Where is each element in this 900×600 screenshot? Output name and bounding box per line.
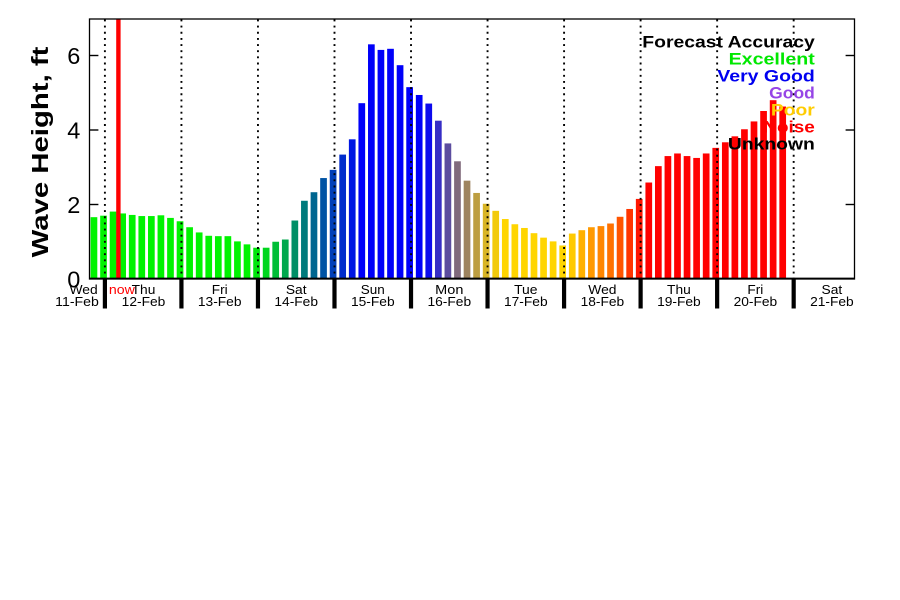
svg-text:19-Feb: 19-Feb: [657, 295, 701, 309]
svg-text:13-Feb: 13-Feb: [198, 295, 242, 309]
svg-text:0: 0: [67, 266, 80, 292]
svg-text:15-Feb: 15-Feb: [351, 295, 395, 309]
svg-text:Tue: Tue: [514, 283, 537, 297]
svg-text:17-Feb: 17-Feb: [504, 295, 548, 309]
svg-text:Mon: Mon: [435, 283, 463, 297]
svg-text:Thu: Thu: [667, 283, 691, 297]
svg-text:Forecast Accuracy: Forecast Accuracy: [642, 33, 815, 52]
svg-text:Excellent: Excellent: [729, 50, 816, 69]
svg-text:Sat: Sat: [286, 283, 307, 297]
svg-text:21-Feb: 21-Feb: [810, 295, 854, 309]
svg-text:20-Feb: 20-Feb: [734, 295, 778, 309]
svg-text:Noise: Noise: [763, 118, 815, 137]
svg-text:Very Good: Very Good: [717, 67, 815, 86]
svg-text:6: 6: [67, 43, 80, 69]
svg-text:14-Feb: 14-Feb: [274, 295, 318, 309]
svg-text:Wed: Wed: [70, 283, 98, 297]
svg-text:2: 2: [67, 192, 80, 218]
svg-text:Unknown: Unknown: [728, 135, 815, 154]
svg-text:4: 4: [67, 117, 80, 143]
svg-text:12-Feb: 12-Feb: [122, 295, 166, 309]
svg-text:Wed: Wed: [588, 283, 616, 297]
svg-text:Wave Height, ft: Wave Height, ft: [27, 46, 53, 257]
svg-text:18-Feb: 18-Feb: [581, 295, 625, 309]
svg-text:now: now: [109, 282, 136, 297]
svg-text:Fri: Fri: [212, 283, 228, 297]
svg-text:Good: Good: [769, 84, 815, 103]
svg-text:Poor: Poor: [771, 101, 815, 120]
svg-text:Sat: Sat: [822, 283, 843, 297]
svg-text:16-Feb: 16-Feb: [428, 295, 472, 309]
svg-text:Thu: Thu: [132, 283, 156, 297]
svg-text:11-Feb: 11-Feb: [55, 295, 99, 309]
svg-text:Fri: Fri: [747, 283, 763, 297]
svg-text:Sun: Sun: [361, 283, 385, 297]
